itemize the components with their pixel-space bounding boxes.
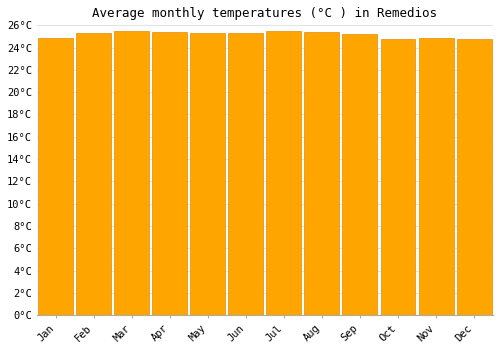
Bar <box>342 34 378 315</box>
Bar <box>76 33 112 315</box>
Bar <box>304 32 340 315</box>
Bar <box>456 38 492 315</box>
Bar <box>380 38 416 315</box>
Title: Average monthly temperatures (°C ) in Remedios: Average monthly temperatures (°C ) in Re… <box>92 7 438 20</box>
Bar <box>38 37 74 315</box>
Bar <box>228 33 264 315</box>
Bar <box>114 31 150 315</box>
Bar <box>152 32 188 315</box>
Bar <box>266 31 302 315</box>
Bar <box>418 37 454 315</box>
Bar <box>190 33 226 315</box>
